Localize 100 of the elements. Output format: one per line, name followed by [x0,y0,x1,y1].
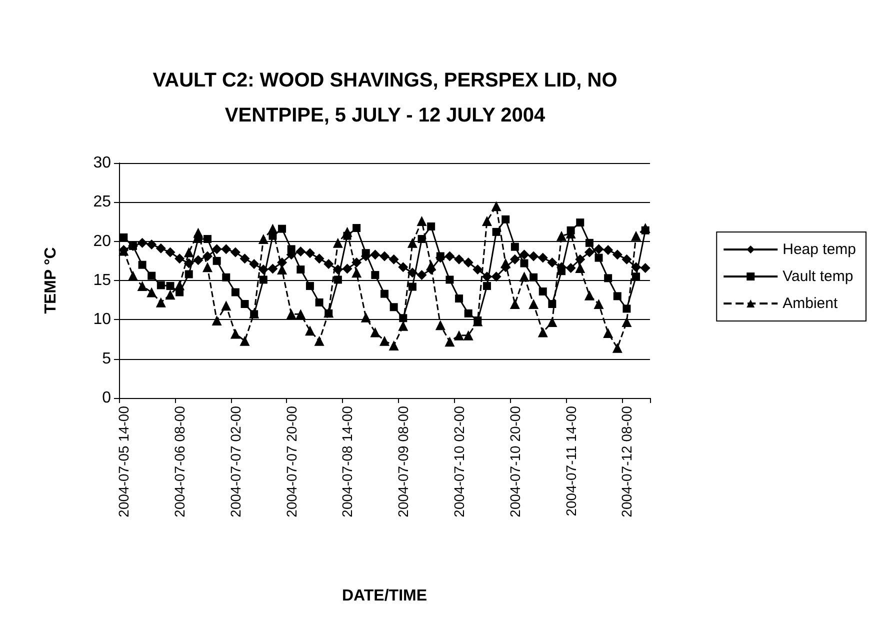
point [454,330,464,340]
point [360,312,371,322]
point [174,254,185,264]
point [631,262,642,272]
point [594,254,603,262]
point [156,281,165,290]
point [212,256,221,265]
point [500,258,511,268]
point [193,255,204,266]
point [528,299,539,309]
point [594,244,604,254]
point [427,222,436,230]
point [502,215,510,224]
point [603,328,614,338]
point [444,336,455,347]
point [444,251,455,262]
point [352,257,362,268]
point [482,216,492,226]
x-tick-label: 2004-07-12 08-00 [618,406,635,518]
point [482,282,491,290]
point [380,336,390,346]
point [296,309,306,320]
point [510,254,520,264]
legend-label: Heap temp [782,241,856,258]
point [370,250,380,260]
point [558,267,566,276]
x-tick-label: 2004-07-05 14-00 [116,406,132,518]
point [455,294,464,303]
point [566,262,576,273]
point [230,328,240,339]
point [184,258,194,268]
x-tick-label: 2004-07-07 20-00 [283,406,300,518]
point [212,244,222,254]
point [296,266,305,274]
point [575,254,586,264]
point [120,233,128,242]
point [221,244,232,254]
point [538,252,548,263]
point [604,274,612,282]
point [212,315,222,326]
point [296,246,306,257]
point [622,304,631,313]
point [585,238,594,247]
point [436,252,444,260]
point [584,247,594,258]
point [277,257,288,268]
point [324,259,334,270]
point [314,254,324,264]
point [640,223,650,234]
x-tick-label: 2004-07-08 14-00 [339,406,356,518]
point [380,251,390,262]
point [446,276,454,284]
point [435,320,446,330]
point [399,314,408,322]
point [510,242,519,251]
point [259,276,268,284]
point [398,262,408,272]
point [184,270,193,278]
x-tick-label: 2004-07-11 14-00 [562,406,579,516]
point [304,248,315,258]
point [464,309,472,318]
point [631,230,642,241]
point [371,271,380,280]
point [315,298,324,306]
point [416,270,427,280]
point [304,326,315,336]
y-tick-label: 0 [102,390,112,406]
point [388,340,399,351]
point [278,224,286,233]
point [240,300,249,308]
point [148,272,156,280]
point [547,257,558,268]
x-tick-label: 2004-07-10 20-00 [506,406,523,518]
point [221,300,232,311]
point [594,299,604,309]
point [146,239,157,250]
point [146,287,157,298]
point [640,262,650,273]
point [370,327,380,338]
point [547,317,558,328]
y-tick-label: 10 [93,311,112,328]
point [426,260,436,271]
point [249,259,260,270]
point [202,251,212,262]
x-tick-label: 2004-07-09 08-00 [395,406,412,518]
point [332,238,343,248]
point [306,282,314,290]
point [231,288,240,296]
point [334,276,342,284]
point [390,303,398,312]
point [380,290,388,298]
point [408,282,416,291]
point [258,264,268,275]
point [530,273,538,282]
y-tick-label: 25 [93,194,112,211]
point [342,264,352,274]
x-axis-title: DATE/TIME [342,588,428,604]
point [240,254,250,264]
point [612,342,622,353]
point [463,257,474,268]
